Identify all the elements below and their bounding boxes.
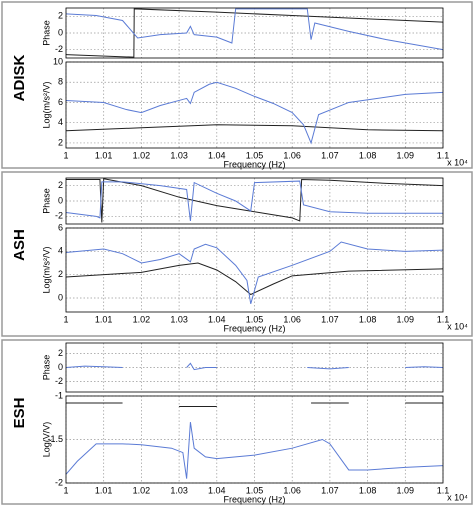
x-tick-label: 1.09	[397, 150, 415, 160]
y-axis-label: Phase	[41, 20, 51, 46]
panel-frame	[1, 1, 473, 169]
y-tick-label: 4	[58, 246, 63, 256]
y-tick-label: -2	[55, 477, 63, 487]
x-tick-label: 1.09	[397, 485, 415, 495]
y-axis-label: Log(m/s²/V)	[41, 81, 51, 128]
y-tick-label: 10	[53, 56, 63, 66]
plot-frame	[65, 342, 444, 393]
x-tick-label: 1.1	[437, 314, 450, 324]
x-axis-label: Frequency (Hz)	[223, 494, 285, 504]
plot-frame	[65, 395, 444, 484]
x-multiplier: x 10⁴	[447, 321, 468, 331]
panel-label: ASH	[11, 229, 28, 261]
series-line	[65, 422, 444, 479]
y-tick-label: -2	[55, 44, 63, 54]
x-tick-label: 1.01	[95, 485, 113, 495]
x-multiplier: x 10⁴	[447, 157, 468, 167]
x-tick-label: 1.03	[170, 150, 188, 160]
y-tick-label: 0	[58, 362, 63, 372]
plot-frame	[65, 7, 444, 59]
series-line	[65, 81, 444, 145]
y-tick-label: -1	[55, 390, 63, 400]
x-axis-label: Frequency (Hz)	[223, 323, 285, 333]
y-tick-label: 2	[58, 180, 63, 190]
x-multiplier: x 10⁴	[447, 492, 468, 502]
plot-frame	[65, 177, 444, 225]
x-tick-label: 1	[63, 314, 68, 324]
x-tick-label: 1.04	[208, 314, 226, 324]
panel-frame	[1, 171, 473, 337]
panel-frame	[1, 339, 473, 505]
x-tick-label: 1.08	[359, 485, 377, 495]
series-line	[65, 362, 444, 371]
x-tick-label: 1.04	[208, 485, 226, 495]
x-tick-label: 1.05	[246, 150, 264, 160]
y-axis-label: Log(V/V)	[41, 422, 51, 458]
x-tick-label: 1.09	[397, 314, 415, 324]
y-tick-label: 2	[58, 137, 63, 147]
x-tick-label: 1.05	[246, 314, 264, 324]
x-tick-label: 1.01	[95, 150, 113, 160]
y-tick-label: 4	[58, 117, 63, 127]
x-tick-label: 1.07	[321, 314, 339, 324]
y-tick-label: 8	[58, 77, 63, 87]
y-axis-label: Phase	[41, 355, 51, 381]
y-tick-label: 0	[58, 195, 63, 205]
x-tick-label: 1.02	[133, 150, 151, 160]
panel-label: ESH	[11, 398, 28, 429]
x-tick-label: 1.08	[359, 150, 377, 160]
x-tick-label: 1.1	[437, 150, 450, 160]
y-axis-label: Log(m/s²/V)	[41, 246, 51, 293]
x-tick-label: 1.03	[170, 314, 188, 324]
y-tick-label: 2	[58, 269, 63, 279]
y-tick-label: 2	[58, 11, 63, 21]
series-line	[65, 262, 444, 296]
x-tick-label: 1.06	[283, 485, 301, 495]
x-tick-label: 1.05	[246, 485, 264, 495]
x-tick-label: 1	[63, 150, 68, 160]
y-tick-label: 0	[58, 292, 63, 302]
x-tick-label: 1.1	[437, 485, 450, 495]
y-tick-label: 6	[58, 97, 63, 107]
y-tick-label: -1.5	[47, 434, 63, 444]
y-tick-label: 2	[58, 348, 63, 358]
x-tick-label: 1.07	[321, 485, 339, 495]
x-axis-label: Frequency (Hz)	[223, 159, 285, 169]
y-tick-label: 6	[58, 222, 63, 232]
panel-label: ADISK	[11, 54, 28, 101]
plot-frame	[65, 227, 444, 313]
x-tick-label: 1.08	[359, 314, 377, 324]
y-tick-label: 0	[58, 27, 63, 37]
x-tick-label: 1	[63, 485, 68, 495]
x-tick-label: 1.02	[133, 314, 151, 324]
x-tick-label: 1.01	[95, 314, 113, 324]
series-line	[65, 124, 444, 132]
y-tick-label: -2	[55, 376, 63, 386]
x-tick-label: 1.07	[321, 150, 339, 160]
plot-frame	[65, 61, 444, 149]
series-line	[65, 241, 444, 304]
x-tick-label: 1.06	[283, 150, 301, 160]
x-tick-label: 1.04	[208, 150, 226, 160]
x-tick-label: 1.02	[133, 485, 151, 495]
series-line	[66, 178, 444, 223]
series-line	[65, 180, 443, 221]
x-tick-label: 1.06	[283, 314, 301, 324]
series-line	[65, 8, 444, 58]
y-axis-label: Phase	[41, 188, 51, 214]
series-line	[66, 402, 443, 407]
series-line	[65, 8, 444, 51]
x-tick-label: 1.03	[170, 485, 188, 495]
y-tick-label: -2	[55, 211, 63, 221]
